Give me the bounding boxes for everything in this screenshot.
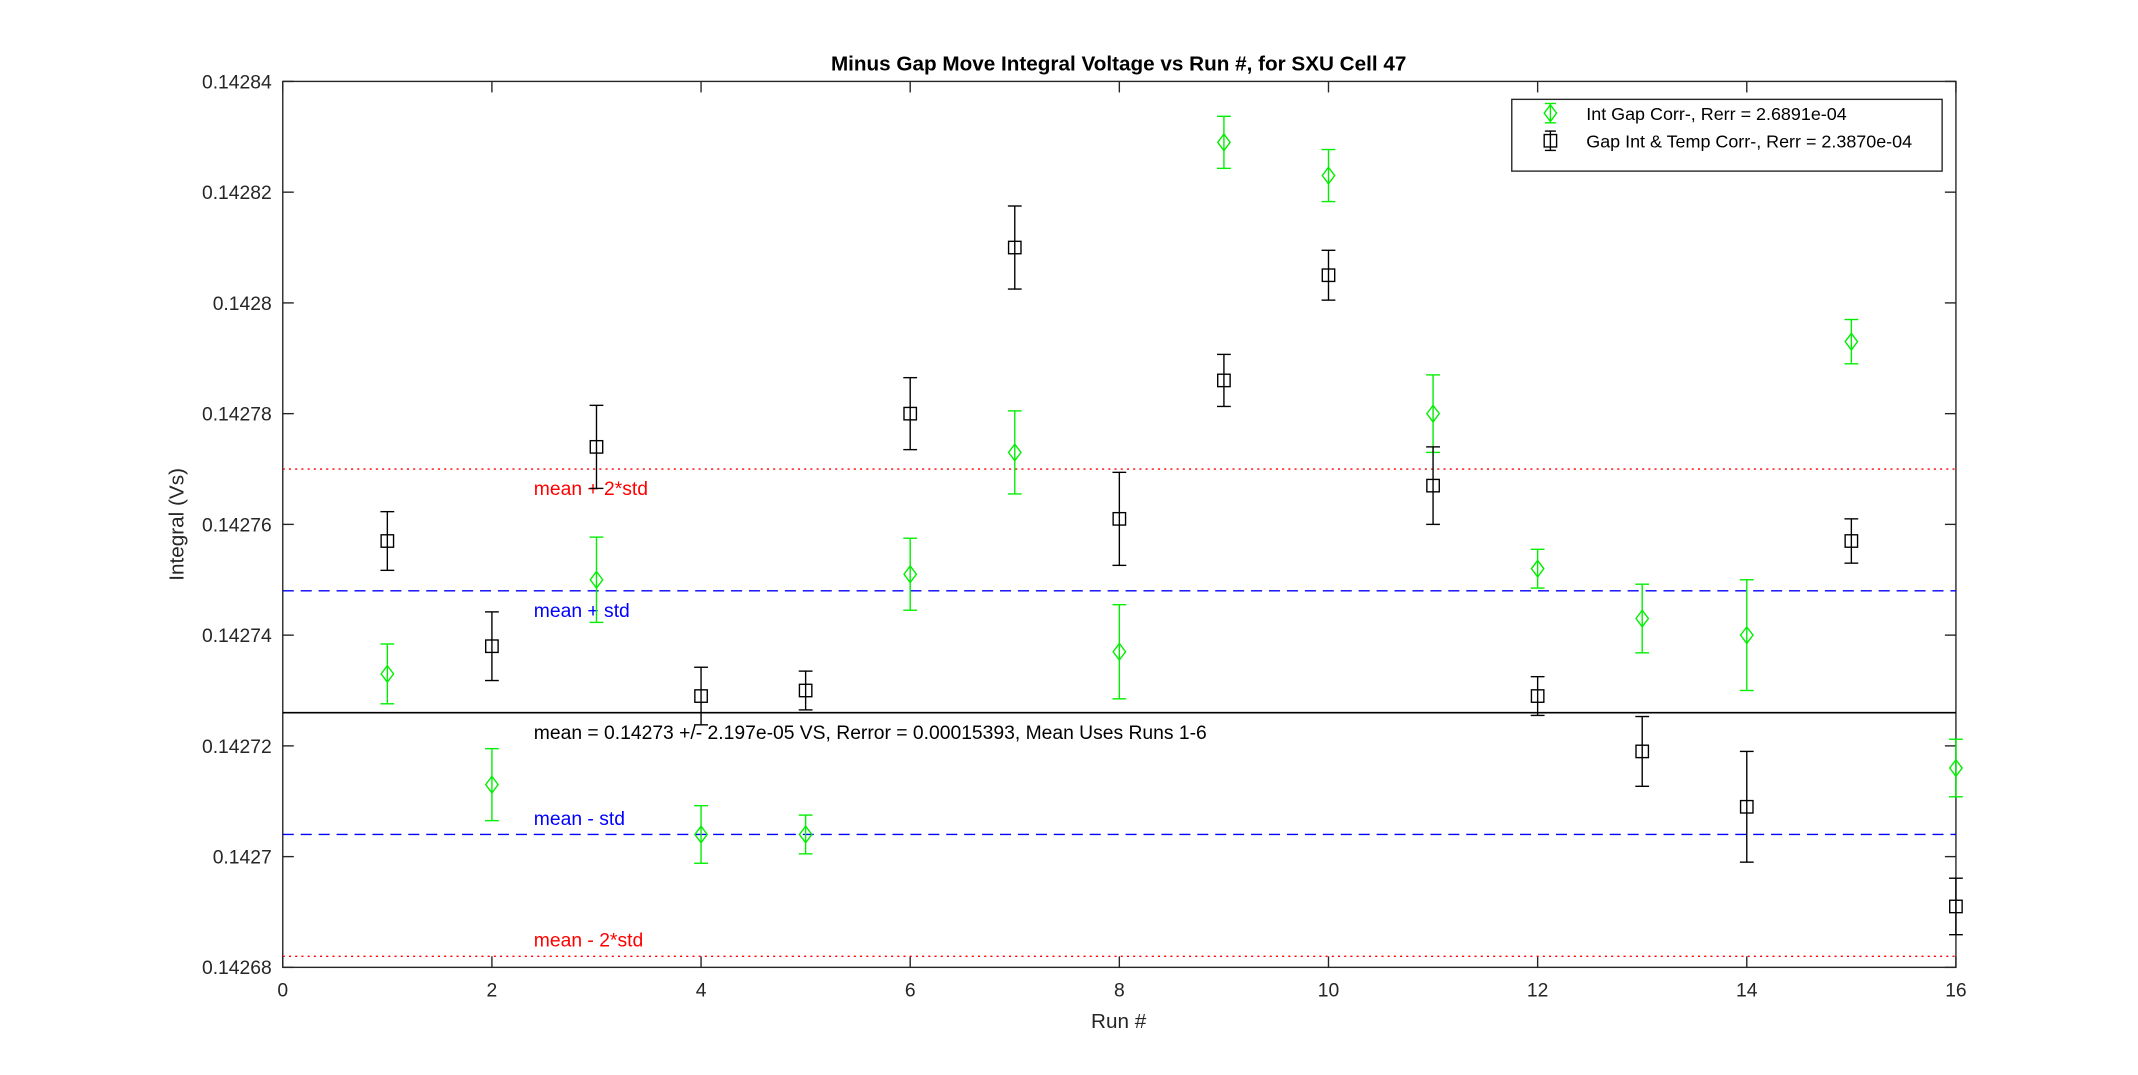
error-bar	[1635, 715, 1650, 787]
data-point	[1217, 373, 1231, 388]
data-point	[694, 689, 708, 703]
data-point	[1844, 332, 1859, 352]
data-point	[1635, 744, 1650, 759]
x-tick-label: 6	[905, 980, 916, 1001]
data-point	[798, 825, 813, 844]
data-point	[1112, 511, 1127, 526]
data-point	[380, 664, 395, 684]
error-bar	[1844, 518, 1859, 564]
y-tick-label: 0.14268	[202, 958, 272, 979]
y-axis-label: Integral (Vs)	[165, 468, 188, 581]
x-tick-label: 0	[277, 980, 288, 1001]
error-bar	[1007, 410, 1022, 495]
legend-marker	[1543, 133, 1558, 148]
error-bar	[1949, 877, 1963, 936]
x-axis-label: Run #	[1091, 1010, 1147, 1033]
legend-label: Int Gap Corr-, Rerr = 2.6891e-04	[1586, 104, 1846, 124]
data-point	[589, 570, 604, 590]
y-tick-label: 0.14284	[202, 72, 272, 93]
error-bar	[1321, 148, 1336, 203]
x-tick-label: 4	[696, 980, 707, 1001]
data-point	[1530, 559, 1545, 579]
data-point	[1739, 799, 1754, 814]
error-bar	[1217, 353, 1231, 408]
y-tick-label: 0.14276	[202, 515, 272, 536]
y-tick-label: 0.14272	[202, 737, 272, 758]
data-point	[1635, 609, 1650, 628]
data-point	[903, 406, 918, 421]
y-tick-label: 0.14282	[202, 183, 272, 204]
error-bar	[485, 747, 499, 822]
data-point	[1530, 689, 1545, 703]
error-bar	[1426, 446, 1440, 526]
data-point	[1949, 899, 1963, 914]
error-bar	[1530, 675, 1545, 717]
data-point	[1112, 642, 1127, 662]
y-tick-label: 0.14278	[202, 405, 272, 426]
error-bar	[589, 404, 604, 490]
data-point	[1216, 132, 1231, 152]
error-bar	[1739, 750, 1754, 863]
error-bar	[1635, 583, 1650, 654]
y-tick-label: 0.1428	[213, 294, 272, 315]
data-point	[1007, 442, 1022, 462]
error-bar	[1112, 603, 1127, 700]
data-point	[1007, 240, 1022, 255]
error-bar	[1949, 738, 1963, 798]
legend-label: Gap Int & Temp Corr-, Rerr = 2.3870e-04	[1586, 132, 1912, 152]
data-point	[589, 439, 604, 454]
error-bar	[798, 814, 813, 855]
error-bar	[380, 643, 395, 705]
reference-label: mean + std	[534, 601, 630, 622]
error-bar	[798, 670, 813, 711]
data-point	[1321, 166, 1336, 185]
y-tick-label: 0.1427	[213, 848, 272, 869]
legend-marker	[1543, 103, 1558, 123]
error-bar	[903, 376, 918, 451]
data-point	[380, 534, 395, 548]
x-tick-label: 14	[1736, 980, 1758, 1001]
data-point	[1739, 625, 1754, 645]
data-point	[798, 683, 813, 698]
data-point	[1425, 404, 1441, 424]
error-bar	[1321, 249, 1336, 301]
data-point	[485, 639, 499, 654]
reference-label: mean - 2*std	[534, 931, 643, 952]
reference-label: mean = 0.14273 +/- 2.197e-05 VS, Rerror …	[534, 723, 1207, 744]
error-bar	[589, 536, 604, 624]
reference-label: mean - std	[534, 809, 625, 830]
error-bar	[1530, 548, 1545, 589]
legend-box	[1511, 98, 1943, 172]
error-bar	[1844, 318, 1859, 365]
x-tick-label: 12	[1527, 980, 1548, 1001]
error-bar	[485, 611, 499, 682]
error-bar	[1007, 205, 1022, 290]
error-bar	[694, 804, 708, 864]
x-tick-label: 10	[1318, 980, 1339, 1001]
error-bar	[903, 537, 918, 611]
y-tick-label: 0.14274	[202, 626, 272, 647]
error-bar	[1112, 471, 1127, 567]
data-point	[1426, 478, 1440, 493]
error-bar	[1739, 579, 1754, 692]
data-point	[1844, 534, 1859, 548]
chart-title: Minus Gap Move Integral Voltage vs Run #…	[831, 52, 1406, 75]
error-bar	[1217, 115, 1231, 170]
error-bar	[694, 666, 708, 726]
data-point	[903, 564, 918, 584]
x-tick-label: 2	[487, 980, 498, 1001]
data-point	[693, 825, 709, 844]
x-tick-label: 8	[1114, 980, 1125, 1001]
x-tick-label: 16	[1945, 980, 1966, 1001]
error-bar	[380, 510, 395, 572]
data-point	[1321, 268, 1336, 283]
data-point	[484, 775, 499, 795]
reference-label: mean + 2*std	[534, 479, 648, 500]
data-point	[1948, 758, 1963, 778]
